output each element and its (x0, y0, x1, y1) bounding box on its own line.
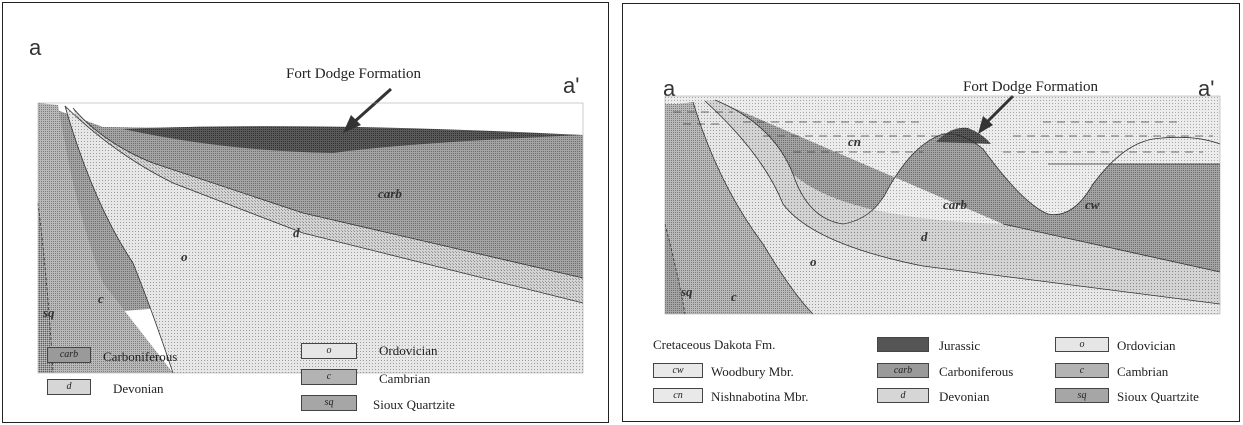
cambrian-lower (665, 104, 773, 314)
unit-label-d: d (921, 229, 928, 244)
unit-label-cn: cn (848, 134, 861, 149)
legend-label-nishnabotina: Nishnabotina Mbr. (711, 389, 809, 404)
unit-label-o: o (181, 249, 188, 264)
legend-label-sioux-quartzite: Sioux Quartzite (373, 397, 455, 412)
legend-label-sioux-quartzite: Sioux Quartzite (1117, 389, 1199, 404)
carboniferous-unit (715, 100, 1220, 272)
cross-section-diagram-left (37, 87, 584, 374)
cross-section-diagram-right (664, 94, 1221, 315)
unit-label-carb: carb (378, 186, 402, 201)
ordovician-unit (693, 101, 1220, 314)
legend-label-cambrian: Cambrian (379, 371, 431, 386)
legend-swatch-sioux-quartzite: sq (1055, 388, 1109, 403)
legend-swatch-ordovician: o (301, 343, 357, 359)
unit-label-carb: carb (943, 197, 967, 212)
section-label-a-prime: a' (563, 73, 580, 98)
unit-label-sq: sq (681, 284, 693, 299)
cretaceous-woodbury (1048, 137, 1220, 215)
legend-label-woodbury: Woodbury Mbr. (711, 364, 794, 379)
unit-label-cw: cw (1085, 197, 1100, 212)
callout-arrow (351, 87, 393, 125)
unit-label-o: o (810, 254, 817, 269)
legend-swatch-devonian: d (47, 379, 91, 395)
legend-swatch-devonian: d (877, 388, 929, 403)
legend-swatch-ordovician: o (1055, 337, 1109, 352)
fort-dodge-callout: Fort Dodge Formation (963, 79, 1098, 95)
legend-label-jurassic: Jurassic (939, 338, 981, 353)
legend-label-cambrian: Cambrian (1117, 364, 1169, 379)
section-label-a: a (29, 35, 42, 60)
callout-arrow (983, 94, 1015, 126)
legend-label-ordovician: Ordovician (379, 343, 438, 358)
unit-label-c: c (98, 291, 104, 306)
sioux-quartzite-unit (665, 224, 685, 314)
fort-dodge-callout: Fort Dodge Formation (286, 66, 421, 82)
legend-swatch-cambrian: c (1055, 363, 1109, 378)
cross-section-panel-right: a a' (622, 3, 1240, 422)
fort-dodge-formation-lens (936, 127, 991, 144)
section-label-a-prime: a' (1198, 76, 1215, 101)
cambrian-unit-lower (38, 103, 133, 373)
legend-swatch-nishnabotina: cn (653, 388, 703, 403)
unit-label-c: c (731, 289, 737, 304)
legend-swatch-carboniferous: carb (47, 347, 91, 363)
section-label-a: a (663, 76, 676, 101)
unit-label-d: d (293, 225, 300, 240)
legend-heading-cretaceous: Cretaceous Dakota Fm. (653, 337, 776, 352)
cross-section-panel-left: a a' Fort Dodge Formation carb d (2, 2, 609, 423)
sioux-quartzite-unit (38, 203, 53, 373)
legend-label-carboniferous: Carboniferous (939, 364, 1014, 379)
cambrian-unit (58, 105, 173, 373)
devonian-unit (705, 100, 1220, 304)
carboniferous-upper (103, 127, 583, 278)
legend-label-devonian: Devonian (113, 381, 164, 396)
legend-swatch-carboniferous: carb (877, 363, 929, 378)
unit-label-sq: sq (43, 305, 55, 320)
legend-swatch-woodbury: cw (653, 363, 703, 378)
legend-swatch-sioux-quartzite: sq (301, 395, 357, 411)
ordovician-unit (65, 106, 583, 373)
fort-dodge-formation-lens (123, 126, 583, 153)
legend-label-devonian: Devonian (939, 389, 990, 404)
legend-label-ordovician: Ordovician (1117, 338, 1176, 353)
legend-swatch-jurassic (877, 337, 929, 352)
legend-label-carboniferous: Carboniferous (103, 349, 178, 364)
cambrian-unit (678, 102, 813, 314)
legend-swatch-cambrian: c (301, 369, 357, 385)
